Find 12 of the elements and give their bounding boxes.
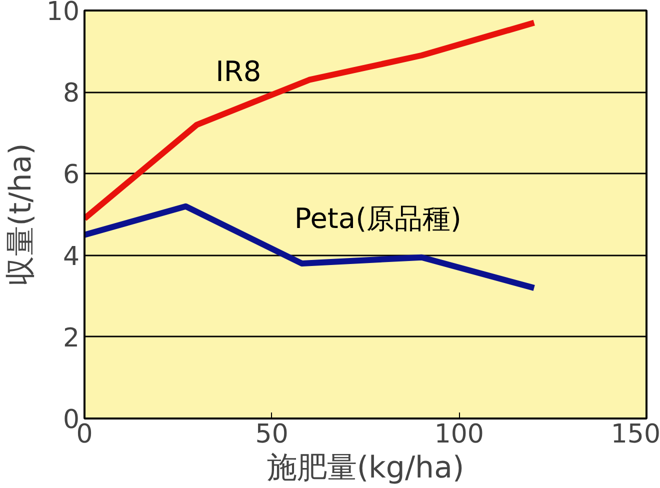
y-tick-label: 8 [62, 78, 80, 109]
series-label: IR8 [216, 55, 262, 88]
series-label: Peta(原品種) [294, 202, 462, 235]
x-axis-title: 施肥量(kg/ha) [266, 450, 464, 486]
y-tick-label: 4 [62, 242, 80, 272]
x-tick-label: 150 [610, 420, 660, 450]
x-tick-label: 100 [434, 420, 484, 450]
x-tick-label: 50 [255, 420, 288, 450]
y-tick-label: 10 [46, 0, 80, 27]
y-tick-label: 2 [62, 323, 80, 354]
y-tick-label: 6 [62, 160, 80, 190]
y-axis-title: 収量(t/ha) [3, 143, 38, 286]
